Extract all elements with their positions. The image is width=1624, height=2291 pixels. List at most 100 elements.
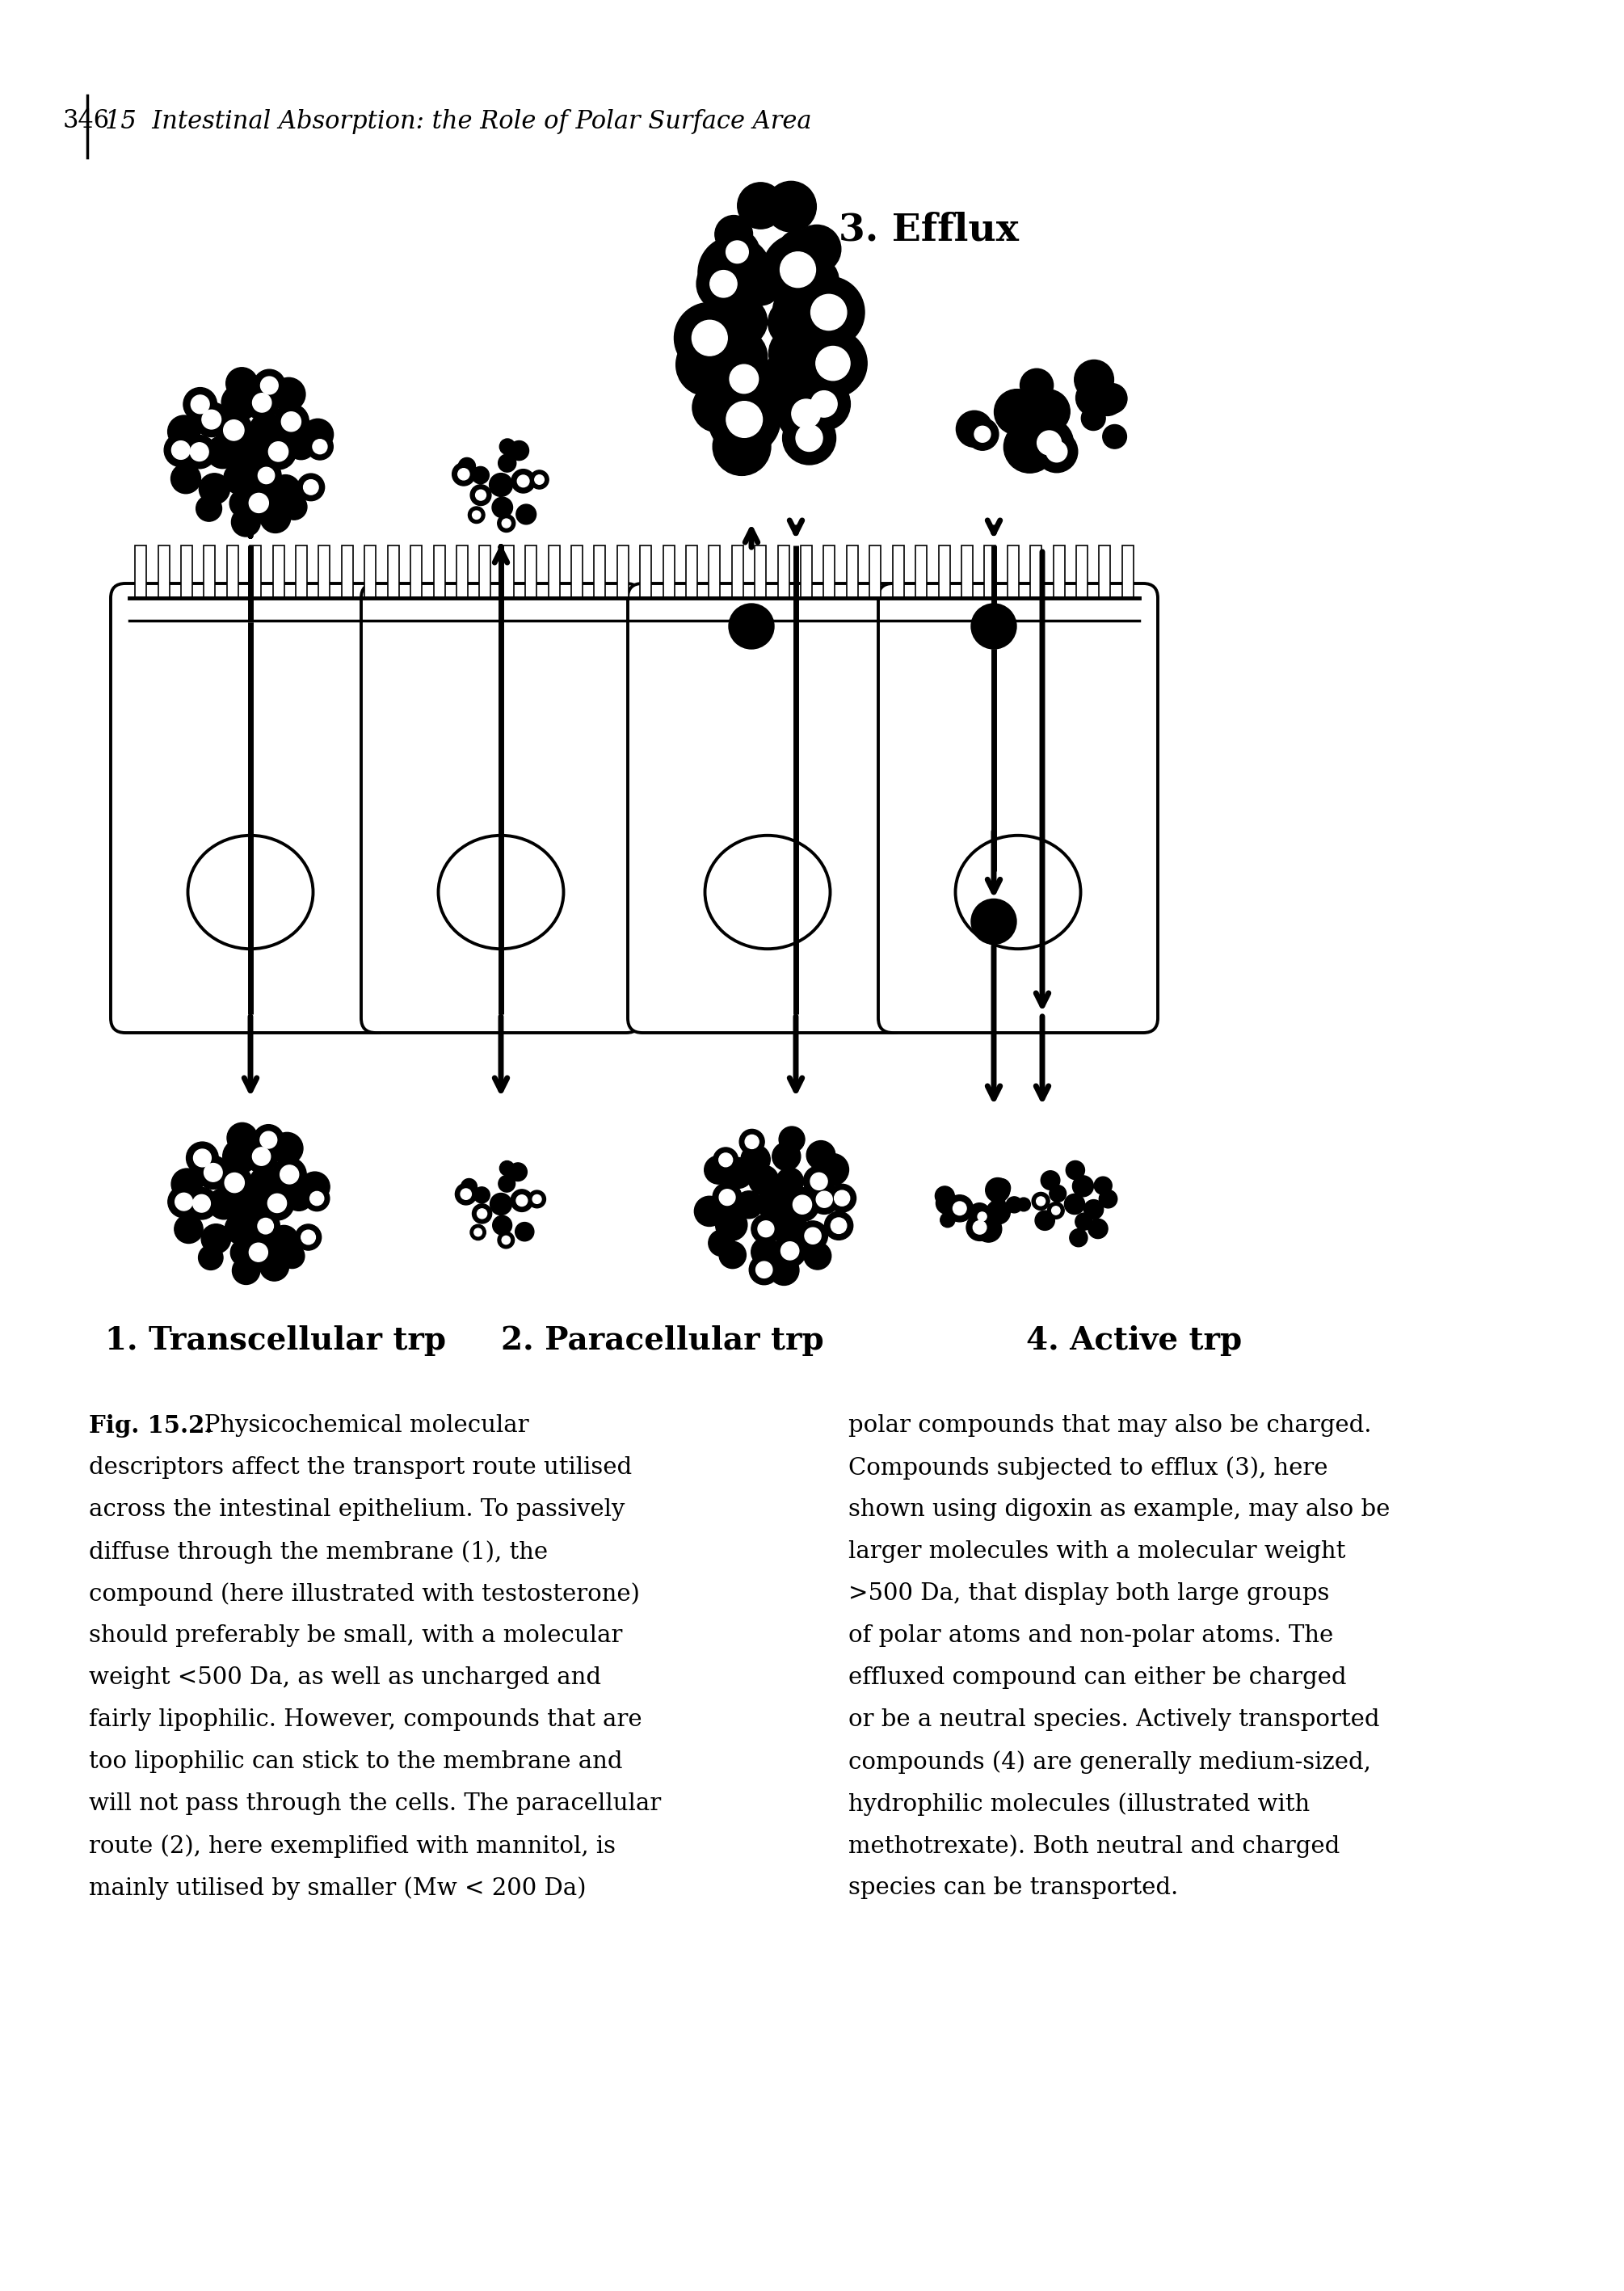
Text: compounds (4) are generally medium-sized,: compounds (4) are generally medium-sized… xyxy=(848,1750,1371,1773)
Circle shape xyxy=(502,518,512,527)
Bar xyxy=(685,545,697,598)
Circle shape xyxy=(737,183,784,229)
Bar xyxy=(205,545,216,598)
Circle shape xyxy=(287,431,315,460)
Circle shape xyxy=(698,236,771,309)
Circle shape xyxy=(185,1187,218,1219)
Circle shape xyxy=(512,470,536,493)
Circle shape xyxy=(947,1196,973,1221)
Circle shape xyxy=(534,474,544,483)
Circle shape xyxy=(986,1200,1010,1223)
Circle shape xyxy=(791,399,820,428)
Circle shape xyxy=(492,497,513,518)
Bar xyxy=(549,545,560,598)
Text: Physicochemical molecular: Physicochemical molecular xyxy=(182,1414,529,1436)
Circle shape xyxy=(300,1171,330,1203)
Circle shape xyxy=(208,1189,239,1219)
Circle shape xyxy=(197,495,222,522)
Circle shape xyxy=(796,424,822,451)
Circle shape xyxy=(1034,1210,1054,1230)
Circle shape xyxy=(515,1223,534,1242)
Circle shape xyxy=(304,1187,330,1212)
Circle shape xyxy=(279,1166,299,1184)
Bar xyxy=(1099,545,1111,598)
Circle shape xyxy=(200,474,231,504)
Circle shape xyxy=(810,296,846,330)
Circle shape xyxy=(279,1244,305,1269)
Text: 15  Intestinal Absorption: the Role of Polar Surface Area: 15 Intestinal Absorption: the Role of Po… xyxy=(106,108,812,133)
Circle shape xyxy=(473,511,481,520)
Bar xyxy=(273,545,284,598)
Circle shape xyxy=(755,1262,773,1278)
Text: 3. Efflux: 3. Efflux xyxy=(840,211,1020,250)
Bar xyxy=(365,545,375,598)
Circle shape xyxy=(1099,1189,1117,1207)
Circle shape xyxy=(966,1214,994,1242)
Text: mainly utilised by smaller (Mw < 200 Da): mainly utilised by smaller (Mw < 200 Da) xyxy=(89,1876,586,1899)
Circle shape xyxy=(260,1251,289,1281)
Circle shape xyxy=(296,1223,322,1251)
Circle shape xyxy=(986,1178,1010,1203)
Circle shape xyxy=(232,1258,260,1285)
Circle shape xyxy=(206,435,239,467)
Bar xyxy=(939,545,950,598)
Circle shape xyxy=(817,1191,833,1207)
Circle shape xyxy=(749,1166,778,1196)
Circle shape xyxy=(300,1230,315,1244)
Circle shape xyxy=(458,458,476,474)
Circle shape xyxy=(171,463,201,493)
Text: 346: 346 xyxy=(63,108,110,133)
Circle shape xyxy=(729,364,758,394)
Circle shape xyxy=(174,1214,203,1244)
Circle shape xyxy=(273,403,309,440)
Circle shape xyxy=(224,1173,244,1194)
Circle shape xyxy=(1026,389,1070,433)
Circle shape xyxy=(474,1228,482,1237)
Circle shape xyxy=(935,1191,958,1214)
Circle shape xyxy=(461,1189,471,1200)
Circle shape xyxy=(187,1141,218,1173)
Bar xyxy=(318,545,330,598)
Circle shape xyxy=(489,474,513,497)
Text: methotrexate). Both neutral and charged: methotrexate). Both neutral and charged xyxy=(848,1835,1340,1858)
Circle shape xyxy=(508,1164,528,1182)
Circle shape xyxy=(248,493,268,513)
Circle shape xyxy=(810,1173,828,1189)
Circle shape xyxy=(773,1235,806,1267)
Circle shape xyxy=(1088,1219,1108,1239)
Circle shape xyxy=(1007,1196,1021,1212)
Circle shape xyxy=(711,328,768,385)
Bar xyxy=(502,545,513,598)
Circle shape xyxy=(245,385,279,419)
Circle shape xyxy=(248,1244,268,1262)
Bar xyxy=(984,545,996,598)
Circle shape xyxy=(758,1187,794,1221)
Circle shape xyxy=(817,1155,849,1187)
Circle shape xyxy=(461,1178,477,1194)
Circle shape xyxy=(500,440,515,454)
Bar xyxy=(961,545,973,598)
Circle shape xyxy=(781,259,822,298)
Circle shape xyxy=(222,1139,258,1173)
Bar xyxy=(479,545,490,598)
Circle shape xyxy=(182,435,216,470)
Circle shape xyxy=(516,504,536,525)
Circle shape xyxy=(193,1150,211,1166)
Bar xyxy=(411,545,422,598)
Circle shape xyxy=(167,1187,200,1219)
Circle shape xyxy=(793,277,864,348)
Circle shape xyxy=(726,241,749,263)
Circle shape xyxy=(715,229,760,275)
Circle shape xyxy=(781,1242,799,1260)
Circle shape xyxy=(1049,1184,1067,1203)
Circle shape xyxy=(1004,422,1056,472)
Circle shape xyxy=(723,1157,754,1189)
Circle shape xyxy=(510,440,529,460)
Circle shape xyxy=(167,415,200,447)
Circle shape xyxy=(260,1132,278,1148)
Circle shape xyxy=(973,1207,991,1226)
Circle shape xyxy=(971,898,1017,944)
Circle shape xyxy=(804,1242,831,1269)
Circle shape xyxy=(1070,1228,1088,1246)
Bar xyxy=(846,545,857,598)
